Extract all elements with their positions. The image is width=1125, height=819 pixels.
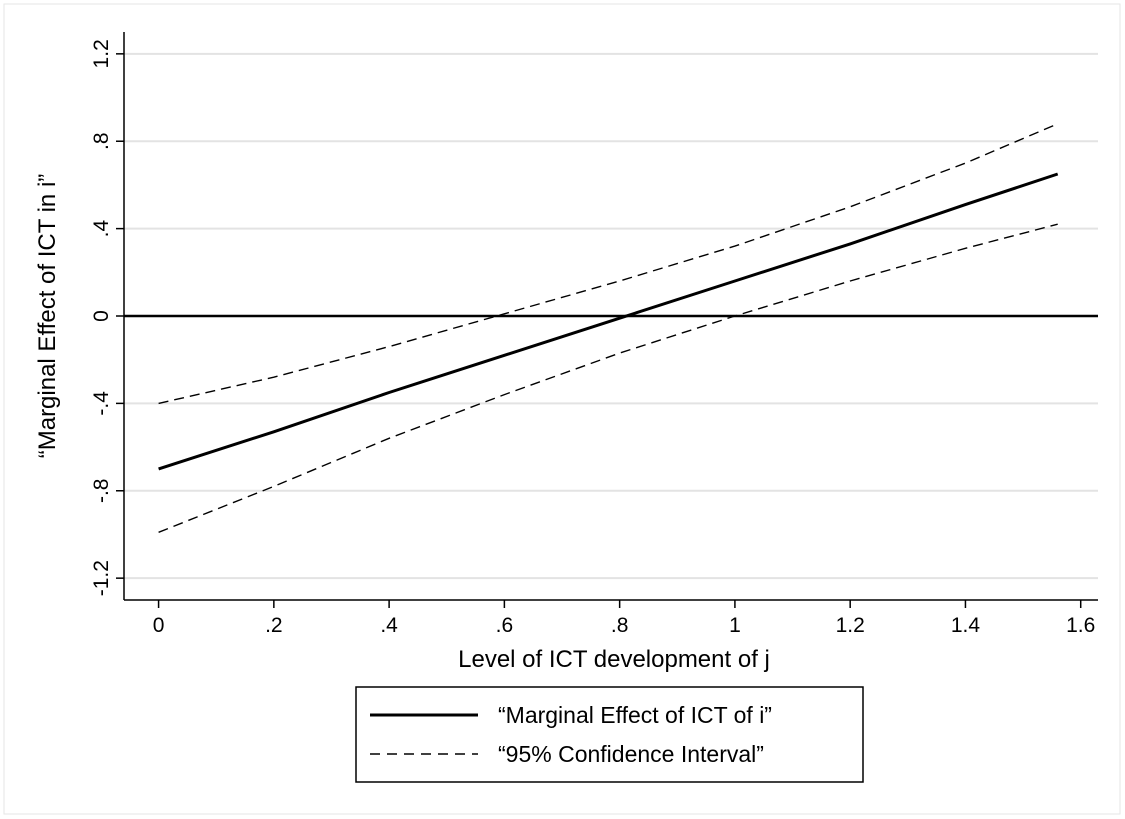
legend-label-confidence-interval: “95% Confidence Interval”: [498, 741, 764, 767]
x-tick-label-0: 0: [153, 614, 165, 637]
series-ci-upper-line: [158, 123, 1058, 405]
x-axis-ticks: 0 .2 .4 .6 .8 1 1.2 1.4 1.6: [153, 600, 1095, 637]
x-axis-title: Level of ICT development of j: [458, 646, 770, 673]
series-ci-lower-line: [158, 223, 1058, 533]
x-tick-label-2: .4: [380, 614, 398, 637]
x-tick-label-7: 1.4: [951, 614, 981, 637]
legend-box: [355, 686, 864, 783]
y-tick-label-5: .8: [90, 132, 113, 150]
outer-frame: [3, 3, 1121, 815]
x-tick-label-8: 1.6: [1066, 614, 1095, 637]
x-tick-label-5: 1: [729, 614, 741, 637]
y-tick-label-0: -1.2: [90, 560, 113, 596]
x-tick-label-3: .6: [496, 614, 514, 637]
x-tick-label-4: .8: [611, 614, 629, 637]
y-tick-label-4: .4: [90, 220, 113, 238]
series-layer: [158, 123, 1059, 533]
y-tick-label-2: -.4: [90, 391, 113, 416]
legend-label-marginal-effect: “Marginal Effect of ICT of i”: [498, 702, 772, 728]
grid-lines: [124, 52, 1098, 580]
y-tick-label-3: 0: [90, 310, 113, 322]
x-tick-label-1: .2: [265, 614, 283, 637]
x-tick-label-6: 1.2: [836, 614, 865, 637]
legend: “Marginal Effect of ICT of i” “95% Confi…: [355, 686, 864, 783]
y-axis-title: “Marginal Effect of ICT in i”: [34, 174, 61, 459]
y-axis-ticks: -1.2 -.8 -.4 0 .4 .8 1.2: [90, 39, 124, 596]
y-tick-label-6: 1.2: [90, 39, 113, 68]
y-tick-label-1: -.8: [90, 479, 113, 504]
series-marginal-effect-line: [158, 172, 1059, 471]
